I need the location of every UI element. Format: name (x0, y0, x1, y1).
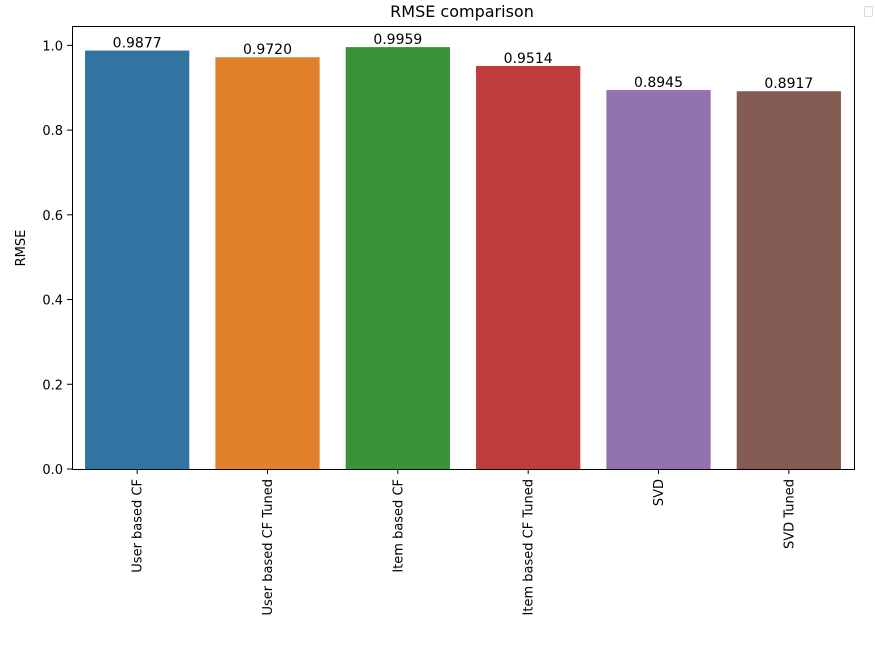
scroll-hint-icon (864, 6, 873, 17)
y-axis-ticks: 0.0 0.2 0.4 0.6 0.8 1.0 (42, 39, 72, 478)
x-tick-label-5: SVD (652, 479, 667, 506)
y-tick-label-3: 0.4 (42, 294, 63, 309)
y-tick-label-2: 0.2 (42, 378, 63, 393)
bar-2 (215, 57, 320, 470)
chart-title: RMSE comparison (390, 2, 534, 21)
x-tick-label-3: Item based CF (391, 479, 406, 573)
x-axis-tick-labels: User based CF User based CF Tuned Item bas… (131, 469, 797, 616)
bar-value-label-5: 0.8945 (634, 75, 683, 91)
x-tick-label-4: Item based CF Tuned (522, 479, 537, 615)
x-tick-label-1: User based CF (131, 479, 146, 573)
bar-3 (345, 47, 450, 469)
bar-5 (606, 90, 711, 469)
y-tick-label-5: 0.8 (42, 124, 63, 139)
x-tick-label-2: User based CF Tuned (261, 479, 276, 616)
bar-value-label-3: 0.9959 (373, 32, 422, 48)
x-tick-label-6: SVD Tuned (782, 479, 797, 549)
bar-value-label-1: 0.9877 (113, 36, 162, 52)
bar-value-label-6: 0.8917 (764, 76, 813, 92)
bar-value-label-4: 0.9514 (504, 51, 553, 67)
bar-6 (736, 91, 841, 469)
y-tick-label-1: 0.0 (42, 463, 63, 478)
bars (85, 47, 841, 470)
bar-1 (85, 50, 190, 469)
y-tick-label-6: 1.0 (42, 39, 63, 54)
bar-4 (476, 65, 581, 469)
plot-frame (72, 26, 855, 470)
y-axis-label: RMSE (14, 230, 29, 267)
bar-value-label-2: 0.9720 (243, 42, 292, 58)
bar-value-labels: 0.9877 0.9720 0.9959 0.9514 0.8945 0.8917 (113, 32, 814, 92)
y-tick-label-4: 0.6 (42, 209, 63, 224)
